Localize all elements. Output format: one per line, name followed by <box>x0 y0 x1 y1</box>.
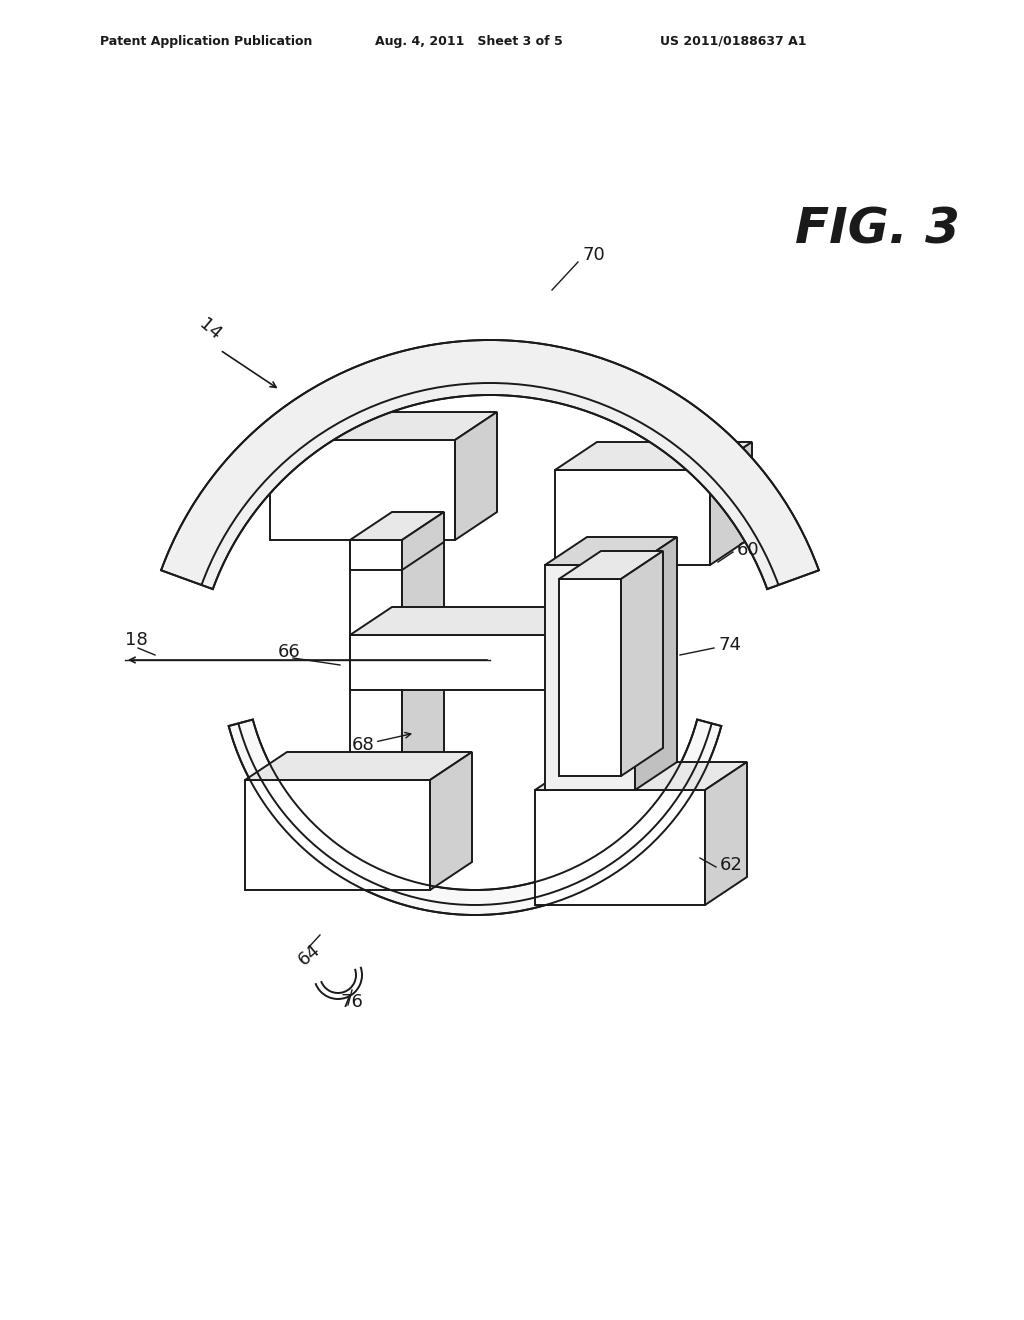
Polygon shape <box>350 540 402 570</box>
Text: Patent Application Publication: Patent Application Publication <box>100 36 312 48</box>
Text: 18: 18 <box>125 631 147 649</box>
Text: 14: 14 <box>195 315 224 345</box>
Polygon shape <box>635 537 677 789</box>
Polygon shape <box>228 719 721 915</box>
Polygon shape <box>270 440 455 540</box>
Polygon shape <box>710 442 752 565</box>
Text: 66: 66 <box>278 643 301 661</box>
Polygon shape <box>545 565 635 789</box>
Polygon shape <box>535 789 705 906</box>
Polygon shape <box>245 780 430 890</box>
Text: 70: 70 <box>582 246 605 264</box>
Polygon shape <box>560 537 654 565</box>
Polygon shape <box>612 607 654 690</box>
Polygon shape <box>245 752 472 780</box>
Text: US 2011/0188637 A1: US 2011/0188637 A1 <box>660 36 807 48</box>
Polygon shape <box>555 442 752 470</box>
Polygon shape <box>350 635 612 690</box>
Polygon shape <box>555 470 710 565</box>
Polygon shape <box>270 412 497 440</box>
Polygon shape <box>350 540 402 780</box>
Polygon shape <box>402 512 444 780</box>
Polygon shape <box>161 341 819 589</box>
Text: 62: 62 <box>720 855 742 874</box>
Text: FIG. 3: FIG. 3 <box>795 205 959 253</box>
Polygon shape <box>612 537 654 789</box>
Text: 64: 64 <box>295 941 324 969</box>
Text: 76: 76 <box>340 993 362 1011</box>
Polygon shape <box>560 565 612 789</box>
Polygon shape <box>350 512 444 540</box>
Text: 74: 74 <box>718 636 741 653</box>
Polygon shape <box>455 412 497 540</box>
Text: 68: 68 <box>352 737 375 754</box>
Polygon shape <box>559 579 621 776</box>
Polygon shape <box>430 752 472 890</box>
Polygon shape <box>350 607 654 635</box>
Polygon shape <box>350 512 444 540</box>
Polygon shape <box>705 762 746 906</box>
Polygon shape <box>535 762 746 789</box>
Text: 60: 60 <box>737 541 760 558</box>
Polygon shape <box>545 537 677 565</box>
Polygon shape <box>621 550 663 776</box>
Text: Aug. 4, 2011   Sheet 3 of 5: Aug. 4, 2011 Sheet 3 of 5 <box>375 36 563 48</box>
Polygon shape <box>402 512 444 570</box>
Polygon shape <box>559 550 663 579</box>
